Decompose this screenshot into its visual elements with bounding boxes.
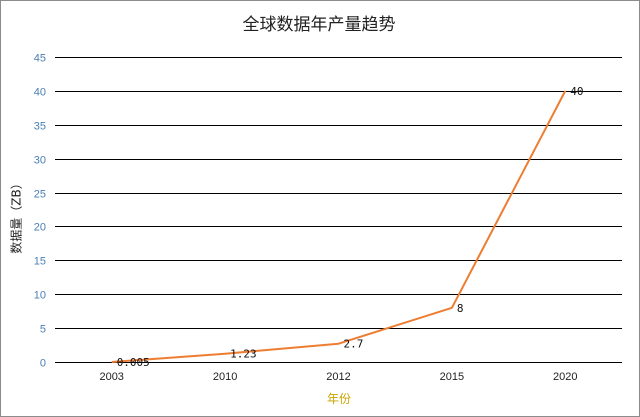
data-label-2015: 8 xyxy=(457,302,464,315)
y-tick-label-10: 10 xyxy=(34,290,46,302)
x-tick-label-2010: 2010 xyxy=(213,371,237,383)
series-line xyxy=(111,90,567,363)
data-label-2012: 2.7 xyxy=(344,338,364,351)
x-tick-label-2020: 2020 xyxy=(553,371,577,383)
y-tick-label-5: 5 xyxy=(40,324,46,336)
chart-title: 全球数据年产量趋势 xyxy=(242,15,396,35)
y-tick-label-0: 0 xyxy=(40,358,46,370)
x-axis-label: 年份 xyxy=(326,392,351,406)
y-tick-label-35: 35 xyxy=(34,121,46,133)
y-tick-label-40: 40 xyxy=(34,87,46,99)
x-tick-label-2012: 2012 xyxy=(326,371,350,383)
x-tick-label-2015: 2015 xyxy=(440,371,464,383)
y-tick-label-30: 30 xyxy=(34,155,46,167)
data-label-2010: 1.23 xyxy=(230,348,257,361)
y-tick-label-20: 20 xyxy=(34,222,46,234)
y-tick-label-15: 15 xyxy=(34,256,46,268)
data-label-2003: 0.005 xyxy=(117,356,150,369)
data-label-2020: 40 xyxy=(570,85,583,98)
y-tick-label-45: 45 xyxy=(34,53,46,65)
y-tick-label-25: 25 xyxy=(34,189,46,201)
x-tick-label-2003: 2003 xyxy=(99,371,123,383)
